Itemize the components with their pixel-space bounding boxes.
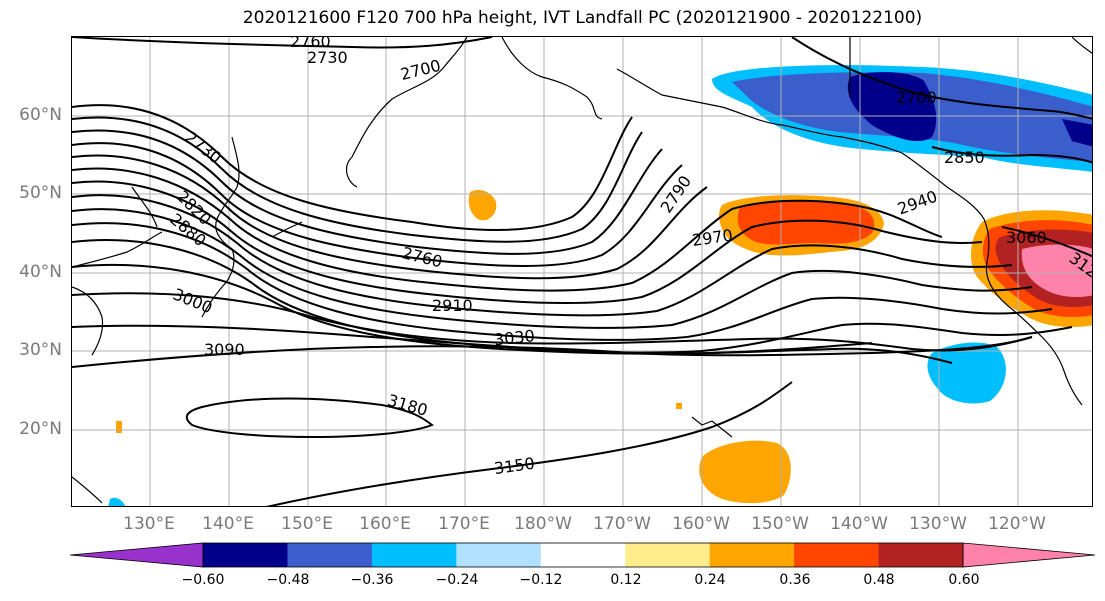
contour-label: 3000 (170, 284, 215, 317)
lat-label: 50°N (19, 183, 62, 203)
colorbar-tick-label: −0.36 (350, 572, 394, 588)
lon-label: 150°W (751, 514, 809, 534)
colorbar-tick-label: 0.12 (610, 572, 642, 588)
lon-label: 130°W (909, 514, 967, 534)
contour-label: 2970 (691, 225, 734, 249)
contour-label: 2730 (181, 127, 225, 167)
positive-region-hawaii (699, 440, 791, 504)
lon-label: 140°E (202, 514, 254, 534)
lon-label: 160°W (672, 514, 730, 534)
colorbar-segment (456, 543, 542, 567)
map-panel: 2760 2730 2700 2730 2820 2880 3000 3090 … (71, 36, 1093, 507)
height-contours (72, 37, 1092, 506)
map-canvas: 2760 2730 2700 2730 2820 2880 3000 3090 … (72, 37, 1092, 506)
lat-label: 60°N (19, 105, 62, 125)
lon-label: 130°E (123, 514, 175, 534)
map-title: 2020121600 F120 700 hPa height, IVT Land… (242, 8, 923, 28)
lon-label: 160°E (359, 514, 411, 534)
colorbar-extend-max (962, 542, 1096, 568)
colorbar-tick-label: 0.60 (948, 572, 980, 588)
colorbar-segment (540, 543, 626, 567)
lat-label: 40°N (19, 262, 62, 282)
contour-label: 2760 (400, 243, 444, 271)
contour-label: 3090 (204, 340, 245, 359)
colorbar-outline (202, 542, 964, 568)
colorbar-segment (878, 543, 964, 567)
contour-label: 3180 (385, 390, 429, 419)
lon-label: 150°E (281, 514, 333, 534)
colorbar (70, 542, 1096, 568)
lon-label: 140°W (830, 514, 888, 534)
lon-label: 170°E (438, 514, 490, 534)
colorbar-segment (371, 543, 457, 567)
colorbar-tick-label: −0.12 (519, 572, 563, 588)
contour-label: 2910 (432, 296, 473, 315)
colorbar-tick-label: −0.24 (435, 572, 479, 588)
contour-label: 3060 (1006, 228, 1047, 247)
contour-label: 2850 (944, 148, 985, 167)
lon-label: 120°W (988, 514, 1046, 534)
colorbar-tick-label: 0.24 (694, 572, 726, 588)
contour-label: 2700 (398, 56, 442, 84)
contour-label: 2730 (307, 48, 348, 67)
contour-label: 2760 (290, 37, 331, 51)
contour-label: 3030 (493, 326, 535, 349)
colorbar-tick-label: −0.60 (181, 572, 225, 588)
lat-label: 20°N (19, 419, 62, 439)
negative-region-subtropical (927, 342, 1006, 404)
colorbar-tick-label: −0.48 (266, 572, 310, 588)
colorbar-extend-min (70, 542, 204, 568)
colorbar-segment (203, 543, 288, 567)
colorbar-segment (709, 543, 795, 567)
contour-label: 2700 (896, 88, 937, 107)
colorbar-tick-label: 0.48 (863, 572, 895, 588)
colorbar-tick-label: 0.36 (779, 572, 811, 588)
lon-label: 170°W (593, 514, 651, 534)
colorbar-segment (794, 543, 880, 567)
colorbar-segment (625, 543, 711, 567)
lat-label: 30°N (19, 340, 62, 360)
graticule (72, 37, 1092, 506)
contour-label: 3150 (493, 454, 536, 478)
contour-label: 2940 (895, 187, 940, 219)
colorbar-segment (287, 543, 373, 567)
lon-label: 180°W (514, 514, 572, 534)
